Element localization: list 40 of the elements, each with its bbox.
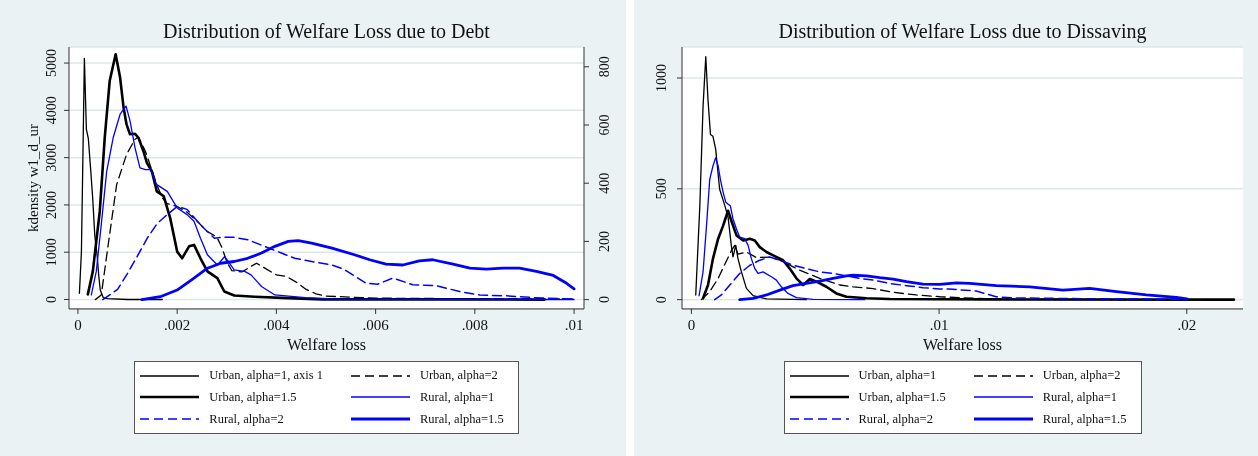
legend-label: Rural, alpha=1: [1042, 389, 1118, 405]
x-axis-title: Welfare loss: [286, 335, 367, 353]
x-tick-label: .01: [929, 316, 949, 333]
x-tick-label: .006: [362, 316, 390, 333]
y-axis-title: kdensity w1_d_ur: [25, 124, 41, 232]
x-axis-title: Welfare loss: [922, 335, 1003, 353]
legend-label: Rural, alpha=1.5: [419, 411, 504, 427]
y-tick-label: 4000: [44, 96, 60, 125]
x-tick-label: 0: [74, 316, 82, 333]
y2-tick-label: 800: [597, 56, 613, 78]
legend-label: Urban, alpha=1.5: [209, 389, 297, 405]
y-tick-label: 1000: [654, 64, 670, 93]
legend-label: Urban, alpha=1: [858, 368, 937, 384]
y2-tick-label: 0: [597, 296, 613, 304]
legend-label: Rural, alpha=2: [209, 411, 284, 427]
y2-tick-label: 200: [597, 230, 613, 252]
y2-tick-label: 600: [597, 114, 613, 136]
legend-label: Rural, alpha=1.5: [1042, 411, 1127, 427]
x-tick-label: 0: [687, 316, 696, 333]
chart-title: Distribution of Welfare Loss due to Dissaving: [777, 19, 1148, 43]
x-tick-label: .008: [461, 316, 488, 333]
y-tick-label: 0: [44, 295, 60, 303]
legend-label: Urban, alpha=2: [419, 368, 498, 384]
legend-label: Rural, alpha=1: [419, 389, 495, 405]
legend-label: Urban, alpha=2: [1042, 368, 1121, 384]
y2-tick-label: 400: [597, 172, 613, 194]
y-tick-label: 3000: [44, 143, 60, 172]
x-tick-label: .002: [164, 316, 191, 333]
y-tick-label: 0: [654, 296, 670, 304]
x-tick-label: .02: [1177, 316, 1197, 333]
legend-label: Rural, alpha=2: [858, 411, 933, 427]
y-tick-label: 1000: [44, 238, 60, 267]
y-tick-label: 2000: [44, 190, 60, 219]
y-tick-label: 500: [654, 178, 670, 200]
chart-title: Distribution of Welfare Loss due to Debt: [162, 19, 491, 43]
legend-label: Urban, alpha=1.5: [858, 389, 946, 405]
y-tick-label: 5000: [44, 49, 60, 78]
x-tick-label: .01: [564, 316, 584, 333]
x-tick-label: .004: [263, 316, 291, 333]
legend-label: Urban, alpha=1, axis 1: [209, 368, 323, 384]
